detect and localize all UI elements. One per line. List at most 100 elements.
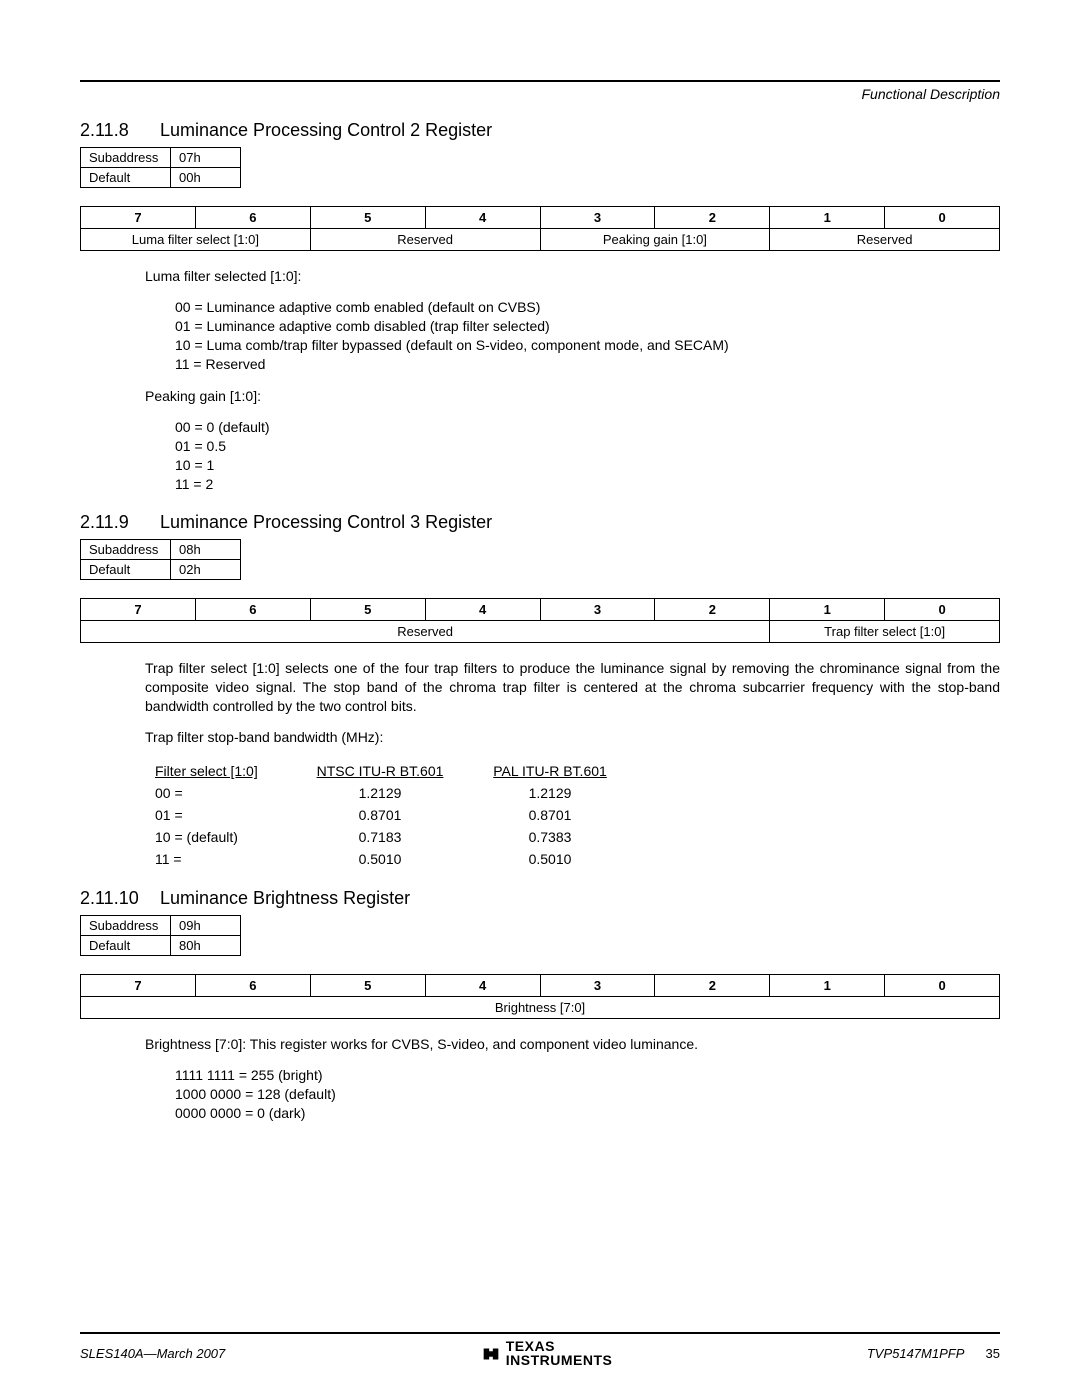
subaddress-table-2118: Subaddress 07h Default 00h xyxy=(80,147,241,188)
trap-filter-para: Trap filter select [1:0] selects one of … xyxy=(145,659,1000,716)
brightness-para: Brightness [7:0]: This register works fo… xyxy=(145,1035,1000,1054)
filter-sel: 01 = xyxy=(145,804,295,826)
brightness-line: 1111 1111 = 255 (bright) xyxy=(175,1066,1000,1085)
subaddress-table-21110: Subaddress 09h Default 80h xyxy=(80,915,241,956)
bit-table-2118: 7 6 5 4 3 2 1 0 Luma filter select [1:0]… xyxy=(80,206,1000,251)
filter-sel: 11 = xyxy=(145,848,295,870)
luma-line: 00 = Luminance adaptive comb enabled (de… xyxy=(175,298,1000,317)
luma-line: 01 = Luminance adaptive comb disabled (t… xyxy=(175,317,1000,336)
default-value: 02h xyxy=(171,559,241,579)
default-value: 00h xyxy=(171,168,241,188)
ti-chip-icon xyxy=(480,1343,502,1365)
filter-sel: 00 = xyxy=(145,782,295,804)
trap-filter-block: Trap filter select [1:0] selects one of … xyxy=(145,659,1000,747)
bit-header: 5 xyxy=(310,207,425,229)
bit-header: 0 xyxy=(885,975,1000,997)
page-footer: SLES140A—March 2007 TEXAS INSTRUMENTS TV… xyxy=(80,1332,1000,1367)
filter-col-header: NTSC ITU-R BT.601 xyxy=(295,760,465,782)
luma-filter-intro: Luma filter selected [1:0]: xyxy=(145,267,1000,286)
footer-right: TVP5147M1PFP 35 xyxy=(867,1346,1000,1361)
section-number: 2.11.10 xyxy=(80,888,160,909)
bit-header: 3 xyxy=(540,207,655,229)
filter-col-header: PAL ITU-R BT.601 xyxy=(465,760,635,782)
peaking-gain-block: Peaking gain [1:0]: 00 = 0 (default) 01 … xyxy=(145,387,1000,493)
peaking-line: 10 = 1 xyxy=(175,456,1000,475)
filter-pal: 1.2129 xyxy=(465,782,635,804)
bit-field: Reserved xyxy=(81,620,770,642)
bit-header: 6 xyxy=(195,975,310,997)
page-header-right: Functional Description xyxy=(80,86,1000,102)
footer-page-number: 35 xyxy=(986,1346,1000,1361)
luma-line: 10 = Luma comb/trap filter bypassed (def… xyxy=(175,336,1000,355)
bit-header: 0 xyxy=(885,207,1000,229)
bit-header: 5 xyxy=(310,598,425,620)
bit-field: Peaking gain [1:0] xyxy=(540,229,770,251)
bit-header: 2 xyxy=(655,598,770,620)
default-label: Default xyxy=(81,168,171,188)
bit-table-21110: 7 6 5 4 3 2 1 0 Brightness [7:0] xyxy=(80,974,1000,1019)
peaking-line: 01 = 0.5 xyxy=(175,437,1000,456)
subaddress-label: Subaddress xyxy=(81,916,171,936)
subaddress-label: Subaddress xyxy=(81,148,171,168)
section-heading-21110: 2.11.10 Luminance Brightness Register xyxy=(80,888,1000,909)
section-heading-2119: 2.11.9 Luminance Processing Control 3 Re… xyxy=(80,512,1000,533)
footer-doc-id: SLES140A—March 2007 xyxy=(80,1346,225,1361)
section-title: Luminance Processing Control 3 Register xyxy=(160,512,492,533)
filter-pal: 0.8701 xyxy=(465,804,635,826)
bit-header: 0 xyxy=(885,598,1000,620)
filter-sel: 10 = (default) xyxy=(145,826,295,848)
default-value: 80h xyxy=(171,936,241,956)
bit-table-2119: 7 6 5 4 3 2 1 0 Reserved Trap filter sel… xyxy=(80,598,1000,643)
subaddress-value: 09h xyxy=(171,916,241,936)
bit-field: Brightness [7:0] xyxy=(81,997,1000,1019)
section-number: 2.11.9 xyxy=(80,512,160,533)
filter-pal: 0.7383 xyxy=(465,826,635,848)
brightness-block: Brightness [7:0]: This register works fo… xyxy=(145,1035,1000,1123)
bit-header: 3 xyxy=(540,975,655,997)
section-number: 2.11.8 xyxy=(80,120,160,141)
luma-line: 11 = Reserved xyxy=(175,355,1000,374)
bit-header: 6 xyxy=(195,207,310,229)
peaking-intro: Peaking gain [1:0]: xyxy=(145,387,1000,406)
peaking-line: 00 = 0 (default) xyxy=(175,418,1000,437)
filter-ntsc: 0.7183 xyxy=(295,826,465,848)
bit-header: 1 xyxy=(770,598,885,620)
footer-part-number: TVP5147M1PFP xyxy=(867,1346,964,1361)
section-title: Luminance Brightness Register xyxy=(160,888,410,909)
bit-header: 7 xyxy=(81,975,196,997)
ti-logo: TEXAS INSTRUMENTS xyxy=(480,1340,613,1367)
subaddress-value: 08h xyxy=(171,539,241,559)
bit-header: 7 xyxy=(81,207,196,229)
brightness-line: 1000 0000 = 128 (default) xyxy=(175,1085,1000,1104)
filter-select-table: Filter select [1:0] NTSC ITU-R BT.601 PA… xyxy=(145,760,635,870)
bit-field: Reserved xyxy=(770,229,1000,251)
bit-header: 4 xyxy=(425,975,540,997)
bit-header: 1 xyxy=(770,975,885,997)
bit-header: 3 xyxy=(540,598,655,620)
peaking-line: 11 = 2 xyxy=(175,475,1000,494)
bit-header: 2 xyxy=(655,975,770,997)
filter-ntsc: 1.2129 xyxy=(295,782,465,804)
filter-pal: 0.5010 xyxy=(465,848,635,870)
filter-ntsc: 0.8701 xyxy=(295,804,465,826)
subaddress-table-2119: Subaddress 08h Default 02h xyxy=(80,539,241,580)
bit-header: 1 xyxy=(770,207,885,229)
luma-filter-block: Luma filter selected [1:0]: 00 = Luminan… xyxy=(145,267,1000,373)
bit-field: Reserved xyxy=(310,229,540,251)
section-heading-2118: 2.11.8 Luminance Processing Control 2 Re… xyxy=(80,120,1000,141)
default-label: Default xyxy=(81,936,171,956)
trap-band-intro: Trap filter stop-band bandwidth (MHz): xyxy=(145,728,1000,747)
bit-header: 4 xyxy=(425,207,540,229)
bit-header: 7 xyxy=(81,598,196,620)
bit-header: 5 xyxy=(310,975,425,997)
subaddress-value: 07h xyxy=(171,148,241,168)
bit-field: Luma filter select [1:0] xyxy=(81,229,311,251)
section-title: Luminance Processing Control 2 Register xyxy=(160,120,492,141)
subaddress-label: Subaddress xyxy=(81,539,171,559)
default-label: Default xyxy=(81,559,171,579)
bit-header: 2 xyxy=(655,207,770,229)
bit-header: 4 xyxy=(425,598,540,620)
brightness-line: 0000 0000 = 0 (dark) xyxy=(175,1104,1000,1123)
filter-ntsc: 0.5010 xyxy=(295,848,465,870)
filter-col-header: Filter select [1:0] xyxy=(145,760,295,782)
